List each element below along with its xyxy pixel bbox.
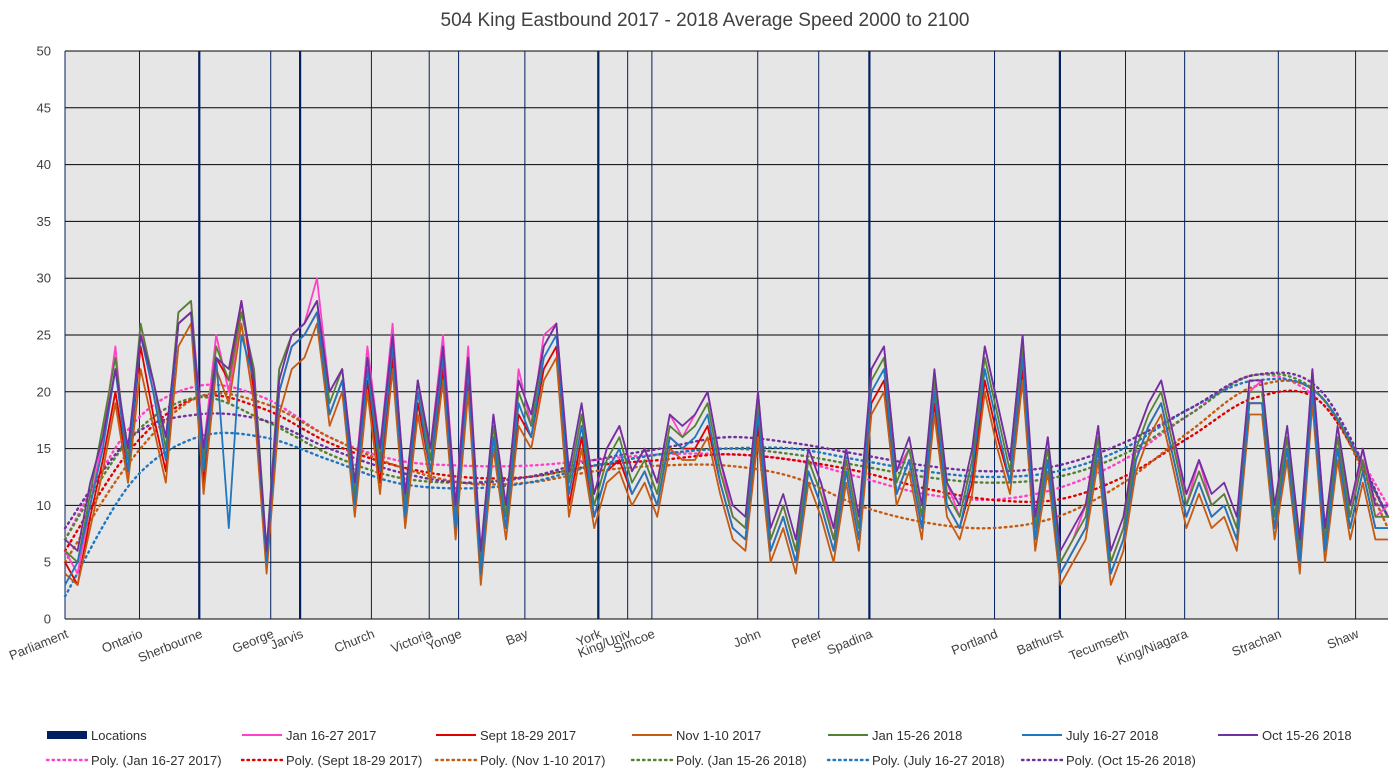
y-tick-label: 35: [37, 214, 51, 229]
location-label: Spadina: [825, 626, 876, 658]
legend-label: Poly. (Oct 15-26 2018): [1066, 753, 1196, 768]
series-line: [64, 322, 1388, 586]
chart-title: 504 King Eastbound 2017 - 2018 Average S…: [441, 10, 970, 31]
series-line: [64, 299, 1388, 564]
location-label: Church: [332, 626, 376, 656]
legend-label: Oct 15-26 2018: [1262, 728, 1352, 743]
y-tick-label: 0: [44, 612, 51, 627]
y-tick-label: 25: [37, 328, 51, 343]
location-label: Bathurst: [1015, 626, 1066, 658]
location-label: Bay: [504, 626, 531, 648]
y-tick-label: 30: [37, 271, 51, 286]
legend-label: Poly. (Nov 1-10 2017): [480, 753, 606, 768]
legend-label: July 16-27 2018: [1066, 728, 1159, 743]
legend-label: Poly. (July 16-27 2018): [872, 753, 1005, 768]
location-label: Parliament: [7, 626, 71, 663]
location-label: Shaw: [1325, 626, 1361, 652]
legend-label: Jan 16-27 2017: [286, 728, 376, 743]
y-tick-label: 40: [37, 157, 51, 172]
location-label: Portland: [949, 626, 1000, 658]
legend-label: Jan 15-26 2018: [872, 728, 962, 743]
location-label: Sherbourne: [136, 626, 205, 665]
y-tick-label: 45: [37, 100, 51, 115]
legend-label: Poly. (Sept 18-29 2017): [286, 753, 422, 768]
y-tick-label: 50: [37, 44, 51, 59]
series-lines: [64, 277, 1389, 586]
legend-label: Sept 18-29 2017: [480, 728, 576, 743]
series-line: [64, 299, 1388, 552]
legend-swatch: [47, 731, 87, 739]
legend-label: Locations: [91, 728, 147, 743]
trendline: [63, 389, 1390, 553]
trendline: [63, 379, 1390, 564]
legend-label: Poly. (Jan 16-27 2017): [91, 753, 222, 768]
y-axis-ticks: 0 5 10 15 20 25 30 35 40 45 50: [37, 44, 51, 627]
location-lines: [64, 51, 1357, 619]
series-line: [64, 311, 1388, 586]
legend: Locations Jan 16-27 2017 Sept 18-29 2017 No…: [45, 728, 1352, 768]
legend-label: Poly. (Jan 15-26 2018): [676, 753, 807, 768]
location-label: Strachan: [1230, 626, 1284, 659]
location-label: Peter: [789, 626, 824, 652]
y-tick-label: 10: [37, 498, 51, 513]
y-tick-label: 15: [37, 441, 51, 456]
legend-label: Nov 1-10 2017: [676, 728, 761, 743]
y-tick-label: 5: [44, 555, 51, 570]
y-tick-label: 20: [37, 384, 51, 399]
location-label: John: [731, 626, 763, 650]
trendlines: [63, 371, 1390, 598]
location-label: Jarvis: [268, 626, 306, 653]
